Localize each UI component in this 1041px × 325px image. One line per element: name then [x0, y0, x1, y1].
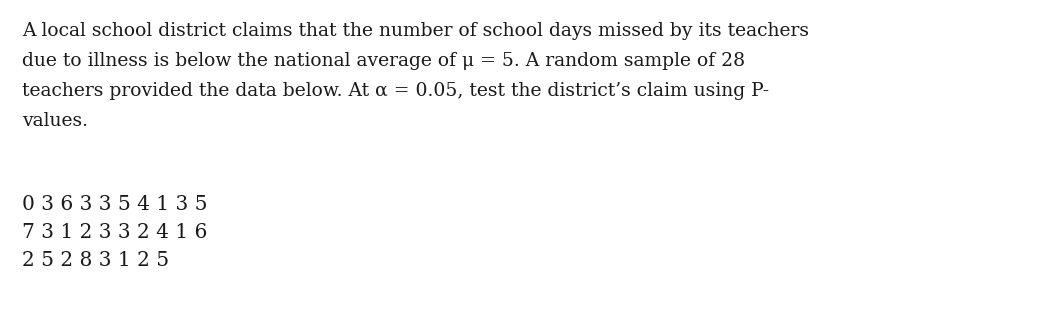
Text: due to illness is below the national average of μ = 5. A random sample of 28: due to illness is below the national ave… — [22, 52, 745, 70]
Text: 0 3 6 3 3 5 4 1 3 5: 0 3 6 3 3 5 4 1 3 5 — [22, 195, 207, 214]
Text: teachers provided the data below. At α = 0.05, test the district’s claim using P: teachers provided the data below. At α =… — [22, 82, 769, 100]
Text: A local school district claims that the number of school days missed by its teac: A local school district claims that the … — [22, 22, 809, 40]
Text: 7 3 1 2 3 3 2 4 1 6: 7 3 1 2 3 3 2 4 1 6 — [22, 223, 207, 242]
Text: values.: values. — [22, 112, 88, 130]
Text: 2 5 2 8 3 1 2 5: 2 5 2 8 3 1 2 5 — [22, 251, 169, 270]
